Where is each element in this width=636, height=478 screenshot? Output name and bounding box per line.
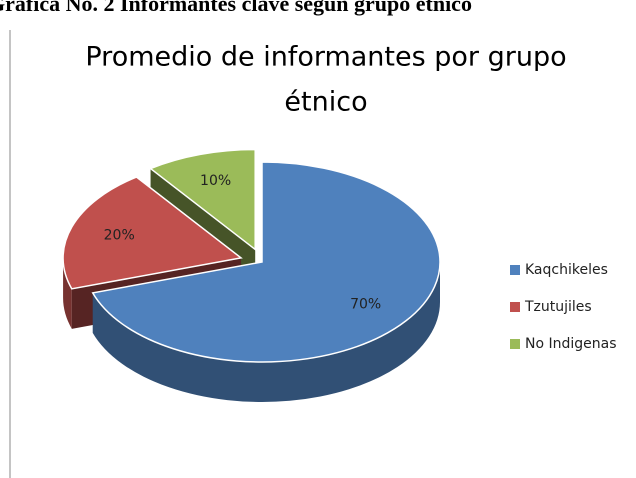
legend-label: Tzutujiles: [524, 299, 592, 315]
chart-title: Promedio de informantes por grupo: [85, 42, 566, 73]
data-label: 70%: [350, 296, 381, 312]
caption: Gráfica No. 2 Informantes clave según gr…: [0, 0, 472, 16]
slice: [149, 148, 256, 251]
legend-label: No Indigenas: [525, 336, 617, 352]
legend-swatch: [510, 339, 520, 349]
data-label: 20%: [104, 228, 135, 244]
slice: [62, 176, 243, 290]
legend-swatch: [510, 265, 520, 275]
legend-swatch: [510, 302, 520, 312]
chart-title: étnico: [284, 87, 367, 118]
slice-side: [92, 262, 441, 403]
legend-label: Kaqchikeles: [525, 262, 608, 278]
data-label: 10%: [200, 173, 231, 189]
slice: [91, 161, 441, 363]
